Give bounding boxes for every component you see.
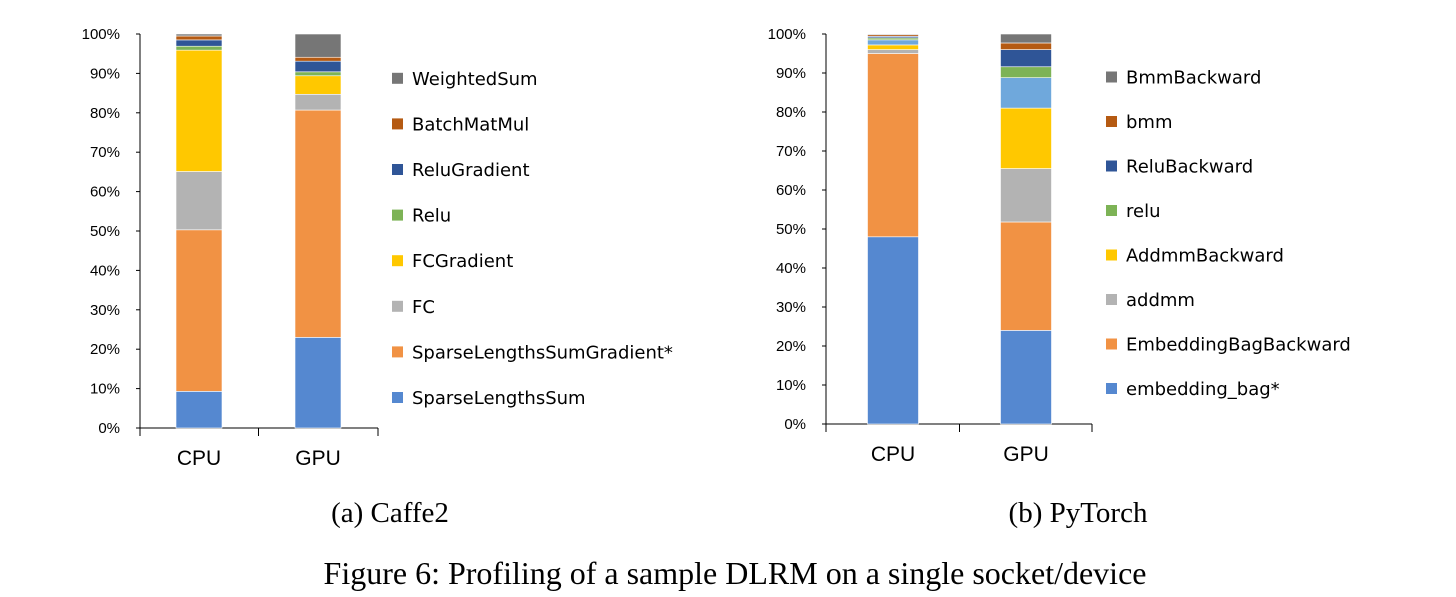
- y-tick-label: 90%: [90, 65, 120, 82]
- subfigure-caption-pytorch: (b) PyTorch: [1009, 497, 1148, 529]
- bar-segment-gpu-relu: [1000, 66, 1052, 78]
- y-tick-label: 10%: [90, 381, 120, 398]
- bar-segment-gpu-addmm: [1000, 168, 1052, 223]
- bar-segment-gpu-embedding-bag: [1000, 330, 1052, 425]
- legend-swatch: [1106, 249, 1117, 261]
- legend-item-embeddingbagbackward: EmbeddingBagBackward: [1126, 335, 1351, 356]
- legend-item-relu: relu: [1126, 201, 1161, 222]
- y-tick-label: 80%: [90, 105, 120, 122]
- figure-caption: Figure 6: Profiling of a sample DLRM on …: [324, 555, 1147, 591]
- legend-item-embedding-bag: embedding_bag*: [1126, 379, 1280, 400]
- bar-segment-cpu-weightedsum: [175, 33, 223, 37]
- bar-segment-gpu-fcgradient: [294, 75, 342, 95]
- bar-segment-cpu-batchmatmul: [175, 35, 223, 41]
- bar-segment-cpu-fc: [175, 171, 223, 231]
- bar-segment-gpu-sparselengthssum: [294, 337, 342, 429]
- legend-swatch: [1106, 338, 1117, 350]
- legend-swatch: [392, 392, 403, 403]
- legend-swatch: [1106, 294, 1117, 305]
- legend-item-addmm: addmm: [1126, 290, 1195, 311]
- y-tick-label: 60%: [90, 184, 120, 201]
- bar-segment-gpu-addmmbackward: [1000, 107, 1052, 169]
- bar-segment-cpu-embedding-bag: [867, 236, 919, 425]
- y-tick-label: 0%: [784, 416, 806, 433]
- bar-segment-gpu-relugradient: [294, 60, 342, 73]
- y-tick-label: 100%: [768, 26, 806, 43]
- legend-swatch: [1106, 205, 1117, 216]
- bar-segment-gpu-batchmatmul: [294, 56, 342, 62]
- legend-swatch: [1106, 160, 1117, 172]
- y-tick-label: 20%: [776, 338, 806, 355]
- bar-segment-gpu-unlabeled: [1000, 77, 1052, 109]
- legend-swatch: [392, 300, 403, 312]
- bar-segment-cpu-addmm: [867, 49, 919, 54]
- subfigure-caption-caffe2: (a) Caffe2: [331, 497, 449, 529]
- x-category-label: GPU: [295, 447, 341, 470]
- bar-segment-gpu-weightedsum: [294, 33, 342, 58]
- bar-segment-cpu-unlabeled: [867, 39, 919, 46]
- y-tick-label: 30%: [776, 299, 806, 316]
- y-tick-label: 10%: [776, 377, 806, 394]
- legend-item-bmmbackward: BmmBackward: [1126, 68, 1261, 89]
- legend-swatch: [1106, 383, 1117, 394]
- legend-swatch: [392, 164, 403, 175]
- panel-pytorch: 0% 10% 20% 30% 40% 50% 60% 70% 80% 90% 100% CPU GPU e…: [768, 26, 1351, 466]
- y-tick-label: 0%: [98, 420, 120, 437]
- legend-swatch: [392, 72, 403, 84]
- y-tick-label: 40%: [90, 262, 120, 279]
- bar-segment-cpu-embeddingbagbackward: [867, 53, 919, 238]
- y-tick-label: 60%: [776, 182, 806, 199]
- bar-segment-gpu-relu: [294, 71, 342, 77]
- legend-item-sparselengthssum: SparseLengthsSum: [412, 388, 586, 409]
- legend-item-fcgradient: FCGradient: [412, 251, 513, 272]
- bar-segment-gpu-relubackward: [1000, 49, 1052, 68]
- y-tick-label: 70%: [776, 143, 806, 160]
- legend-item-relu: Relu: [412, 206, 451, 227]
- y-tick-label: 80%: [776, 104, 806, 121]
- bar-segment-cpu-sparselengthssum: [175, 391, 223, 429]
- x-category-label: CPU: [871, 443, 915, 466]
- legend-swatch: [1106, 71, 1117, 83]
- legend-item-addmmbackward: AddmmBackward: [1126, 246, 1284, 267]
- bar-segment-cpu-sparselengthssumgradient: [175, 229, 223, 392]
- y-tick-label: 90%: [776, 65, 806, 82]
- legend-swatch: [392, 209, 403, 221]
- legend-swatch: [392, 255, 403, 267]
- legend-item-weightedsum: WeightedSum: [412, 69, 538, 90]
- y-tick-label: 100%: [82, 26, 120, 43]
- y-tick-label: 70%: [90, 144, 120, 161]
- bar-segment-cpu-bmmbackward: [867, 33, 919, 36]
- legend-item-sparselengthssumgradient: SparseLengthsSumGradient*: [412, 342, 673, 363]
- y-tick-label: 40%: [776, 260, 806, 277]
- x-category-label: GPU: [1003, 443, 1049, 466]
- legend-swatch: [392, 346, 403, 358]
- legend-item-relubackward: ReluBackward: [1126, 157, 1253, 178]
- legend-swatch: [392, 118, 403, 130]
- y-tick-label: 20%: [90, 341, 120, 358]
- legend-item-fc: FC: [412, 297, 435, 318]
- bar-segment-gpu-fc: [294, 93, 342, 111]
- y-tick-label: 30%: [90, 302, 120, 319]
- bar-segment-gpu-bmmbackward: [1000, 33, 1052, 44]
- legend-item-bmm: bmm: [1126, 112, 1173, 133]
- y-tick-label: 50%: [90, 223, 120, 240]
- y-tick-label: 50%: [776, 221, 806, 238]
- bar-segment-cpu-fcgradient: [175, 49, 223, 172]
- legend-item-batchmatmul: BatchMatMul: [412, 114, 529, 135]
- legend-item-relugradient: ReluGradient: [412, 160, 530, 181]
- bar-segment-cpu-addmmbackward: [867, 44, 919, 50]
- panel-caffe2: 0% 10% 20% 30% 40% 50% 60% 70% 80% 90% 100% CPU GPU S…: [82, 26, 673, 470]
- x-category-label: CPU: [177, 447, 221, 470]
- bar-segment-cpu-relugradient: [175, 39, 223, 47]
- bar-segment-cpu-relu: [175, 45, 223, 51]
- bar-segment-gpu-sparselengthssumgradient: [294, 109, 342, 338]
- bar-segment-gpu-embeddingbagbackward: [1000, 221, 1052, 331]
- legend-swatch: [1106, 116, 1117, 127]
- bar-segment-gpu-bmm: [1000, 42, 1052, 50]
